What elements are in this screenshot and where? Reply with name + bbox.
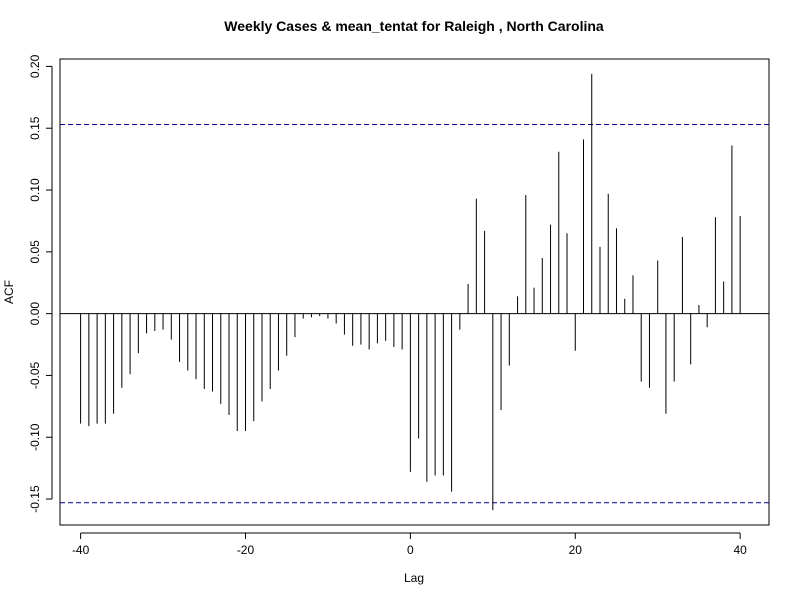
y-tick-label: -0.05	[28, 361, 42, 389]
y-axis-label: ACF	[2, 280, 16, 304]
plot-area	[59, 58, 770, 526]
chart-title: Weekly Cases & mean_tentat for Raleigh ,…	[224, 18, 604, 34]
x-tick-label: 0	[407, 543, 414, 557]
y-tick-label: 0.00	[28, 302, 42, 326]
x-tick-label: -20	[237, 543, 255, 557]
plot-frame	[59, 58, 770, 526]
x-axis: -40 -20 0 20 40	[72, 532, 747, 557]
x-tick-label: 20	[569, 543, 583, 557]
y-tick-label: 0.15	[28, 116, 42, 140]
x-axis-label: Lag	[404, 571, 424, 585]
y-tick-label: -0.10	[28, 423, 42, 451]
y-tick-label: 0.05	[28, 240, 42, 264]
x-tick-label: -40	[72, 543, 90, 557]
x-tick-label: 40	[733, 543, 747, 557]
y-tick-label: 0.10	[28, 178, 42, 202]
y-tick-label: 0.20	[28, 54, 42, 78]
y-tick-label: -0.15	[28, 485, 42, 513]
y-axis: -0.15 -0.10 -0.05 0.00 0.05 0.10 0.15 0.20	[28, 54, 53, 513]
